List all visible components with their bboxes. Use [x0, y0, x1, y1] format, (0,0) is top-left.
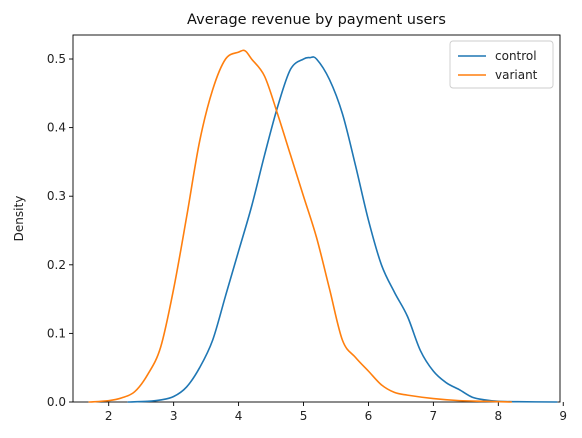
y-tick-label: 0.1 — [47, 326, 66, 340]
series-lines — [88, 49, 558, 403]
x-tick-label: 7 — [430, 409, 438, 423]
plot-area-frame — [72, 34, 561, 403]
legend-label-control: control — [495, 49, 537, 63]
x-tick-label: 8 — [494, 409, 502, 423]
legend-box — [449, 40, 554, 89]
x-tick-label: 2 — [105, 409, 113, 423]
y-tick-label: 0.5 — [47, 52, 66, 66]
series-line-variant — [88, 49, 513, 403]
series-line-control — [127, 56, 558, 403]
y-tick-label: 0.4 — [47, 121, 66, 135]
x-tick-label: 4 — [235, 409, 243, 423]
x-tick-label: 9 — [559, 409, 567, 423]
y-tick-label: 0.3 — [47, 189, 66, 203]
y-tick-label: 0.2 — [47, 258, 66, 272]
y-axis-label: Density — [12, 196, 26, 242]
y-axis-ticks: 0.0 0.1 0.2 0.3 0.4 0.5 — [47, 52, 73, 409]
x-axis-ticks: 2 3 4 5 6 7 8 9 — [105, 402, 567, 423]
x-tick-label: 3 — [170, 409, 178, 423]
legend: control variant — [449, 40, 554, 89]
y-tick-label: 0.0 — [47, 395, 66, 409]
chart-title: Average revenue by payment users — [187, 12, 446, 28]
x-tick-label: 5 — [300, 409, 308, 423]
x-tick-label: 6 — [365, 409, 373, 423]
legend-label-variant: variant — [495, 68, 538, 82]
